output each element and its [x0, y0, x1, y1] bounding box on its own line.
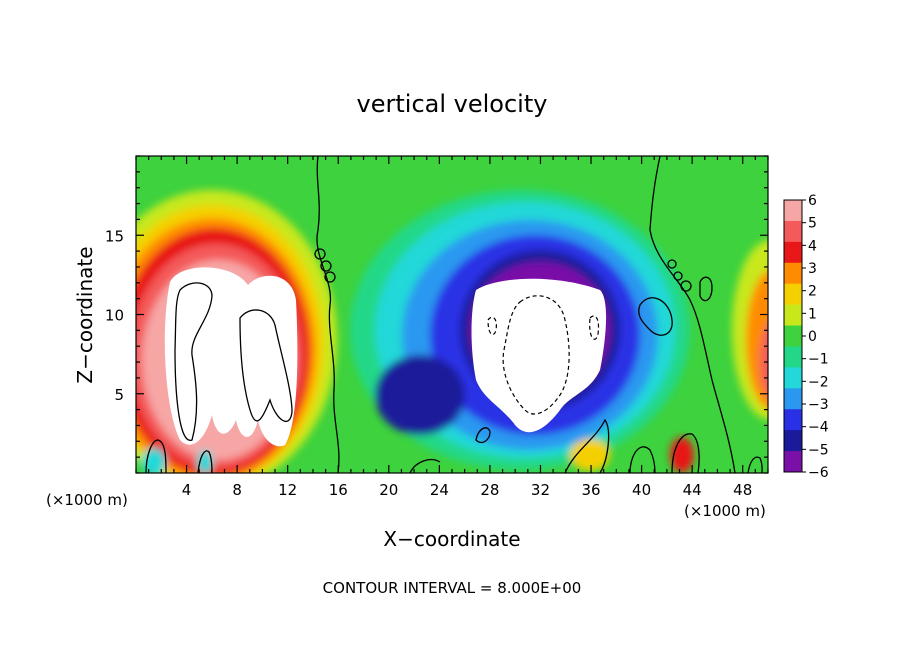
x-unit-label: (×1000 m): [46, 491, 128, 509]
x-unit-label-right: (×1000 m): [684, 502, 766, 520]
contour-bottom-2: [197, 450, 213, 473]
contour-ring-5: [673, 271, 683, 281]
contour-bottom-3: [409, 458, 441, 473]
colorbar-swatch: [784, 241, 802, 264]
axis-ticks: [135, 155, 769, 474]
y-tick-label: 5: [114, 386, 124, 404]
colorbar-label: −1: [808, 352, 829, 368]
contour-right-blob: [638, 297, 673, 336]
colorbar-swatch: [784, 325, 802, 347]
field-bottom-cell-4: [197, 450, 213, 473]
y-tick-label: 10: [105, 307, 124, 325]
field-negative-5: [375, 355, 465, 435]
contour-lines: [145, 156, 763, 473]
x-tick-label: 44: [683, 481, 702, 499]
x-tick-labels: 4 8 12 16 20 24 28 32 36 40 44 48: [182, 481, 752, 499]
x-tick-label: 24: [430, 481, 449, 499]
chart-title: vertical velocity: [357, 90, 548, 118]
x-tick-label: 4: [182, 481, 192, 499]
colorbar-swatch: [784, 283, 802, 306]
colorbar-label: −6: [808, 465, 829, 481]
colorbar-label: −2: [808, 374, 829, 390]
contour-updraft-1: [174, 282, 213, 441]
contour-bottom-4: [475, 427, 491, 444]
contour-ring-7: [699, 276, 713, 302]
x-tick-label: 20: [379, 481, 398, 499]
x-tick-label: 40: [632, 481, 651, 499]
colorbar-swatch: [784, 388, 802, 410]
colorbar-label: −3: [808, 397, 829, 413]
x-tick-label: 16: [329, 481, 348, 499]
colorbar-swatch: [784, 346, 802, 368]
y-axis-label: Z−coordinate: [73, 246, 97, 383]
y-tick-labels: 5 10 15: [105, 227, 124, 404]
contour-downdraft-1: [502, 295, 570, 415]
contour-ring-6: [680, 280, 692, 292]
colorbar-swatch: [784, 200, 802, 222]
contour-updraft-2: [239, 309, 293, 423]
plot-area: [136, 156, 768, 473]
x-tick-label: 48: [733, 481, 752, 499]
colorbar-label: −5: [808, 442, 829, 458]
colorbar-swatch: [784, 262, 802, 285]
field-bottom-cell-2: [570, 439, 610, 471]
contour-bottom-8: [747, 456, 763, 473]
contour-bottom-7: [671, 433, 700, 473]
x-tick-label: 28: [480, 481, 499, 499]
contour-zero-right: [649, 156, 736, 473]
x-tick-label: 8: [232, 481, 242, 499]
colorbar-swatch: [784, 304, 802, 327]
colorbar-label: 2: [808, 284, 817, 300]
negative-contours: [487, 295, 600, 415]
saturated-downdraft: [471, 278, 607, 433]
contour-downdraft-3: [589, 315, 600, 340]
x-tick-label: 12: [278, 481, 297, 499]
colorbar-label: 1: [808, 306, 817, 322]
colorbar-swatch: [784, 451, 802, 473]
x-tick-label: 32: [531, 481, 550, 499]
colorbar: 6 5 4 3 2 1 0 −1 −2 −3 −4 −5 −6: [783, 193, 829, 481]
x-axis-label: X−coordinate: [383, 527, 520, 551]
contour-ring-2: [320, 260, 332, 272]
colorbar-label: 4: [808, 238, 817, 254]
colorbar-label: 0: [808, 329, 817, 345]
colorbar-label: 6: [808, 193, 817, 209]
contour-downdraft-2: [487, 316, 497, 336]
colorbar-swatch: [784, 409, 802, 431]
saturated-updraft: [164, 267, 298, 447]
colorbar-label: 3: [808, 261, 817, 277]
contour-bottom-5: [564, 418, 610, 473]
contour-ring-4: [667, 259, 677, 269]
contour-bottom-1: [145, 439, 167, 473]
colorbar-swatch: [784, 367, 802, 389]
contour-bottom-6: [629, 446, 656, 473]
y-tick-label: 15: [105, 227, 124, 245]
colorbar-swatch: [784, 220, 802, 243]
contour-interval-label: CONTOUR INTERVAL = 8.000E+00: [323, 579, 582, 597]
colorbar-swatch: [784, 430, 802, 452]
contour-ring-3: [324, 271, 336, 283]
colorbar-label: 5: [808, 216, 817, 232]
contour-ring-1: [314, 248, 326, 260]
colorbar-label: −4: [808, 420, 829, 436]
contour-zero-left: [316, 156, 340, 473]
x-tick-label: 36: [581, 481, 600, 499]
